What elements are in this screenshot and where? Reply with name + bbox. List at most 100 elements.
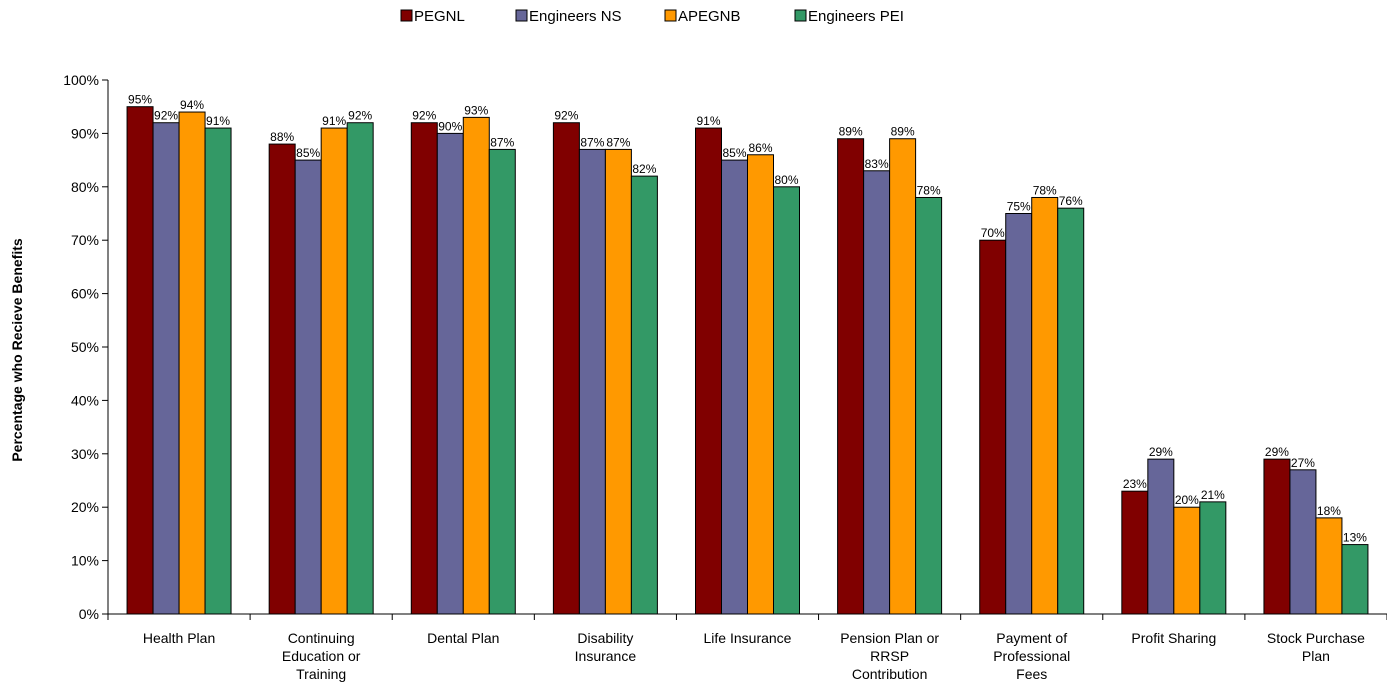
bar-value-label: 91%: [696, 114, 720, 128]
bar: [1289, 469, 1317, 615]
x-category-label-line: Insurance: [575, 648, 637, 664]
bar-value-label: 87%: [490, 135, 514, 149]
x-category-label-line: Pension Plan or: [840, 630, 939, 646]
bar-value-label: 13%: [1343, 531, 1367, 545]
bar-value-label: 82%: [632, 162, 656, 176]
y-tick-label: 100%: [63, 72, 99, 88]
y-axis: 0% 10% 20% 30% 40% 50% 60% 70% 80% 90% 100%: [63, 72, 109, 622]
bar-value-label: 90%: [438, 119, 462, 133]
bar: [1173, 506, 1201, 615]
bar: [695, 127, 722, 615]
y-tick-label: 20%: [71, 499, 99, 515]
x-category-label-line: Contribution: [852, 666, 928, 682]
bar-value-label: 78%: [1033, 183, 1057, 197]
x-category-label: Dental Plan: [427, 630, 499, 646]
bar: [552, 122, 580, 615]
bar: [979, 239, 1007, 615]
bar: [578, 148, 606, 615]
bar: [1031, 196, 1059, 615]
x-category-label-line: Disability: [577, 630, 633, 646]
y-tick-label: 60%: [71, 286, 99, 302]
bar-value-label: 21%: [1201, 488, 1225, 502]
bar-value-label: 75%: [1007, 200, 1031, 214]
legend-label: PEGNL: [414, 8, 465, 25]
legend-swatch: [664, 9, 677, 22]
bar: [837, 138, 865, 615]
bar: [1315, 517, 1343, 615]
bar-value-label: 92%: [154, 109, 178, 123]
bar-value-label: 29%: [1149, 445, 1173, 459]
bars: [126, 106, 1369, 615]
legend-label: Engineers NS: [529, 8, 622, 25]
bar-value-label: 20%: [1175, 493, 1199, 507]
legend-label: APEGNB: [678, 8, 741, 25]
bar: [747, 154, 774, 615]
bar: [1341, 544, 1369, 615]
legend-label: Engineers PEI: [808, 8, 904, 25]
x-category-label-line: Continuing: [288, 630, 355, 646]
bar-value-label: 70%: [981, 226, 1005, 240]
bar-value-label: 23%: [1123, 477, 1147, 491]
x-category-label: Life Insurance: [704, 630, 792, 646]
bar: [294, 159, 322, 615]
y-tick-label: 70%: [71, 232, 99, 248]
bar-value-label: 29%: [1265, 445, 1289, 459]
bar: [488, 148, 516, 615]
bar: [1147, 458, 1175, 615]
bar: [1057, 207, 1085, 615]
bar: [773, 186, 800, 615]
x-category-label-line: Education or: [282, 648, 361, 664]
bar-value-label: 92%: [348, 109, 372, 123]
bar: [268, 143, 296, 615]
x-category-label-line: Professional: [993, 648, 1070, 664]
x-category-label-line: Health Plan: [143, 630, 215, 646]
bar: [1005, 213, 1033, 615]
bar: [1121, 490, 1149, 615]
bar-value-label: 95%: [128, 93, 152, 107]
x-axis: Health Plan Continuing Education or Trainin…: [107, 613, 1387, 682]
x-category-label: Profit Sharing: [1131, 630, 1216, 646]
bar: [178, 111, 206, 615]
y-tick-label: 30%: [71, 446, 99, 462]
legend-swatch: [794, 9, 807, 22]
bar: [126, 106, 154, 615]
bar: [630, 175, 658, 615]
bar: [604, 148, 632, 615]
y-tick-label: 80%: [71, 179, 99, 195]
x-category-label: Continuing Education or Training: [282, 630, 361, 682]
bar-value-label: 87%: [606, 135, 630, 149]
bar: [204, 127, 232, 615]
bar: [152, 122, 180, 615]
bar-value-label: 80%: [774, 173, 798, 187]
y-tick-label: 0%: [79, 606, 99, 622]
bar: [721, 159, 748, 615]
bar-value-label: 18%: [1317, 504, 1341, 518]
bar: [346, 122, 374, 615]
bar-value-label: 83%: [865, 157, 889, 171]
x-category-label: Payment of Professional Fees: [993, 630, 1070, 682]
bar-value-label: 91%: [322, 114, 346, 128]
bar: [915, 196, 943, 615]
legend-swatch: [400, 9, 413, 22]
x-category-label-line: Stock Purchase: [1267, 630, 1365, 646]
bar: [1199, 501, 1227, 615]
x-category-label-line: Payment of: [996, 630, 1067, 646]
bar-value-label: 91%: [206, 114, 230, 128]
bar: [1263, 458, 1291, 615]
x-category-label: Pension Plan or RRSP Contribution: [840, 630, 939, 682]
bar-value-label: 89%: [839, 125, 863, 139]
bar-value-label: 76%: [1059, 194, 1083, 208]
y-tick-label: 10%: [71, 553, 99, 569]
bar: [462, 116, 490, 615]
bar-value-label: 86%: [748, 141, 772, 155]
x-category-label: Health Plan: [143, 630, 215, 646]
x-category-label-line: RRSP: [870, 648, 909, 664]
y-tick-label: 50%: [71, 339, 99, 355]
bar-value-label: 78%: [917, 183, 941, 197]
bar: [320, 127, 348, 615]
x-category-label-line: Dental Plan: [427, 630, 499, 646]
bar-value-label: 92%: [412, 109, 436, 123]
bar-value-label: 87%: [580, 135, 604, 149]
legend: PEGNL Engineers NS APEGNB Engineers PEI: [400, 8, 904, 25]
